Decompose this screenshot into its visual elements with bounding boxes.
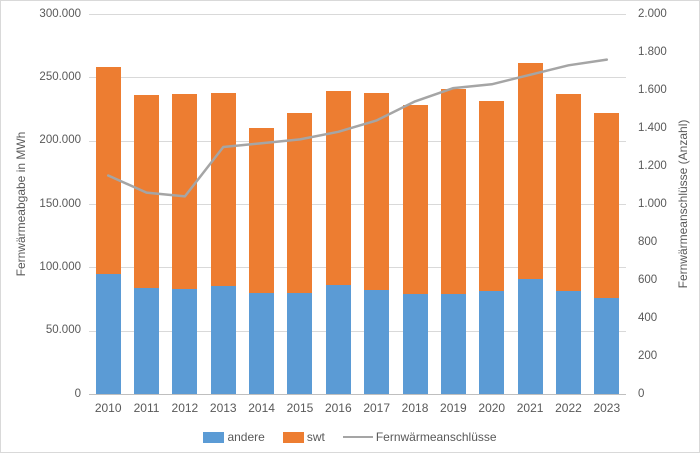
bar-andere-2012	[172, 288, 198, 394]
right-axis-tick-label: 600	[638, 273, 658, 286]
x-axis-label-2019: 2019	[440, 401, 467, 415]
bar-swt-2015	[287, 112, 313, 293]
bar-andere-2013	[210, 286, 236, 394]
gridline	[89, 14, 626, 15]
fernwaermeanschluesse-line	[106, 58, 609, 198]
x-axis-label-2015: 2015	[286, 401, 314, 415]
left-axis-tick-label: 50.000	[45, 324, 81, 337]
legend-label: Fernwärmeanschlüsse	[375, 430, 497, 444]
bar-andere-2017	[364, 290, 390, 394]
bar-swt-2010	[95, 67, 121, 274]
x-axis-label-2010: 2010	[94, 401, 122, 415]
bar-swt-2018	[402, 105, 428, 294]
right-axis-tick-label: 1.200	[638, 159, 667, 172]
legend-item-andere: andere	[203, 430, 265, 444]
x-axis-label-2013: 2013	[209, 401, 237, 415]
bar-swt-2019	[440, 88, 466, 294]
legend-item-fernwärmeanschlüsse: Fernwärmeanschlüsse	[342, 430, 497, 444]
x-axis-label-2014: 2014	[248, 401, 275, 415]
x-axis-label-2023: 2023	[593, 401, 621, 415]
plot-area	[89, 14, 626, 395]
bar-andere-2023	[594, 297, 620, 394]
x-axis-label-2016: 2016	[324, 401, 352, 415]
bar-andere-2020	[479, 291, 505, 394]
right-axis-tick-label: 1.600	[638, 83, 667, 96]
legend-label: andere	[227, 430, 265, 444]
right-axis-tick-label: 2.000	[638, 7, 667, 20]
x-axis-line	[89, 394, 626, 395]
x-axis-label-2011: 2011	[133, 401, 160, 415]
gridline	[89, 140, 626, 142]
bar-swt-2013	[210, 92, 236, 287]
x-axis-label-2022: 2022	[555, 401, 582, 415]
bar-andere-2010	[95, 273, 121, 394]
x-axis-label-2018: 2018	[401, 401, 429, 415]
bar-swt-2014	[249, 128, 275, 293]
bar-andere-2019	[440, 293, 466, 394]
legend-label: swt	[306, 430, 325, 444]
legend-color-swatch	[282, 431, 304, 443]
bar-swt-2017	[364, 92, 390, 291]
legend-color-swatch	[203, 431, 225, 443]
left-axis-tick-label: 300.000	[39, 7, 81, 20]
bar-andere-2016	[325, 285, 351, 394]
gridline	[89, 330, 626, 332]
left-axis-tick-label: 200.000	[39, 134, 81, 147]
right-axis-tick-label: 1.800	[638, 45, 667, 58]
bar-swt-2022	[555, 93, 581, 292]
left-axis-tick-label: 150.000	[39, 197, 81, 210]
bar-swt-2023	[594, 112, 620, 298]
right-axis-tick-label: 1.400	[638, 121, 667, 134]
x-axis-label-2017: 2017	[363, 401, 391, 415]
x-axis-label-2020: 2020	[478, 401, 506, 415]
gridline	[89, 204, 626, 205]
x-axis-label-2021: 2021	[516, 401, 544, 415]
legend: andere swt Fernwärmeanschlüsse	[1, 430, 699, 444]
left-axis-tick-label: 250.000	[39, 70, 81, 83]
bar-andere-2021	[517, 278, 543, 394]
bar-andere-2011	[134, 287, 160, 394]
bar-andere-2022	[555, 291, 581, 394]
right-axis-tick-label: 400	[638, 311, 658, 324]
x-axis-label-2012: 2012	[171, 401, 199, 415]
left-axis-tick-label: 100.000	[39, 260, 81, 273]
bar-andere-2014	[249, 292, 275, 394]
right-axis-tick-label: 0	[638, 387, 645, 400]
left-axis-tick-label: 0	[74, 387, 81, 400]
bar-andere-2015	[287, 292, 313, 394]
gridline	[89, 77, 626, 79]
bar-andere-2018	[402, 293, 428, 394]
bar-swt-2016	[325, 91, 351, 286]
gridline	[89, 267, 626, 269]
legend-line-marker	[342, 435, 373, 439]
right-axis-tick-label: 200	[638, 349, 658, 362]
bar-swt-2020	[479, 101, 505, 292]
bar-swt-2021	[517, 63, 543, 279]
right-axis-tick-label: 1.000	[638, 197, 667, 210]
legend-item-swt: swt	[282, 430, 325, 444]
right-axis-tick-label: 800	[638, 235, 658, 248]
bar-swt-2012	[172, 93, 198, 289]
